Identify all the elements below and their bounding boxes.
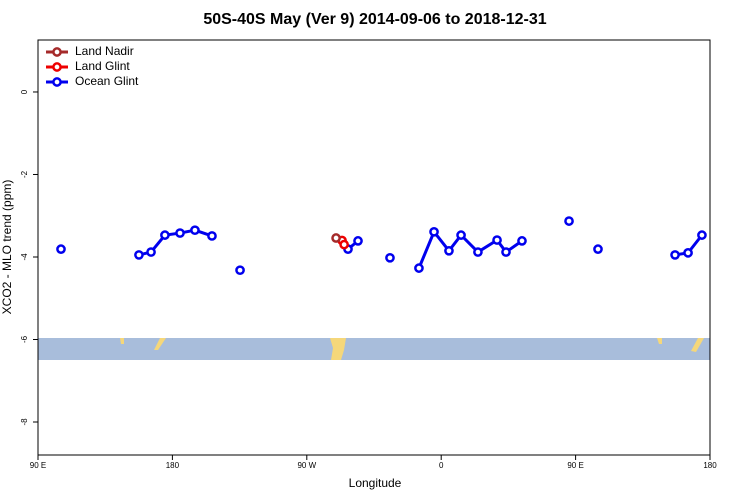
data-point [414,263,424,273]
data-point [331,233,341,243]
data-point [593,244,603,255]
data-point [564,216,574,226]
map-strip [38,338,710,360]
land [330,338,346,360]
land [120,338,124,344]
x-tick-label: 0 [439,461,444,470]
land [691,338,704,352]
data-point [207,231,217,241]
data-point [492,235,502,245]
land [154,338,166,350]
chart-title: 50S-40S May (Ver 9) 2014-09-06 to 2018-1… [203,11,546,28]
ocean-band [38,338,710,360]
data-point [235,265,245,276]
y-axis-label: XCO2 - MLO trend (ppm) [0,180,14,315]
data-point [444,245,454,256]
data-point [56,244,66,255]
data-point [175,228,185,238]
y-tick-label: -2 [20,170,29,178]
y-tick-label: 0 [20,89,29,94]
data-point [160,230,170,240]
legend-marker [52,47,62,57]
data-point [501,247,511,257]
legend-label: Land Glint [75,59,130,73]
data-point [697,230,707,240]
x-tick-label: 90 W [297,461,316,470]
x-axis-label: Longitude [349,476,402,490]
data-point [456,230,466,240]
data-point [339,239,349,250]
data-point [134,250,144,260]
y-tick-label: -6 [20,335,29,343]
data-point [683,248,693,258]
data-point [353,236,363,246]
data-point [190,225,200,236]
x-tick-label: 90 E [30,461,46,470]
y-tick-label: -4 [20,253,29,261]
y-tick-label: -8 [20,418,29,426]
legend-label: Ocean Glint [75,74,139,88]
legend-label: Land Nadir [75,44,134,58]
data-point [385,252,395,263]
data-point [473,247,483,257]
x-tick-label: 90 E [567,461,583,470]
plot-frame [37,39,711,456]
data-point [146,247,156,257]
data-point [670,250,680,260]
land [657,338,662,344]
legend-marker [52,77,62,87]
data-point [517,236,527,246]
data-point [429,226,439,237]
legend-marker [52,62,62,72]
x-tick-label: 180 [703,461,717,470]
x-tick-label: 180 [166,461,180,470]
